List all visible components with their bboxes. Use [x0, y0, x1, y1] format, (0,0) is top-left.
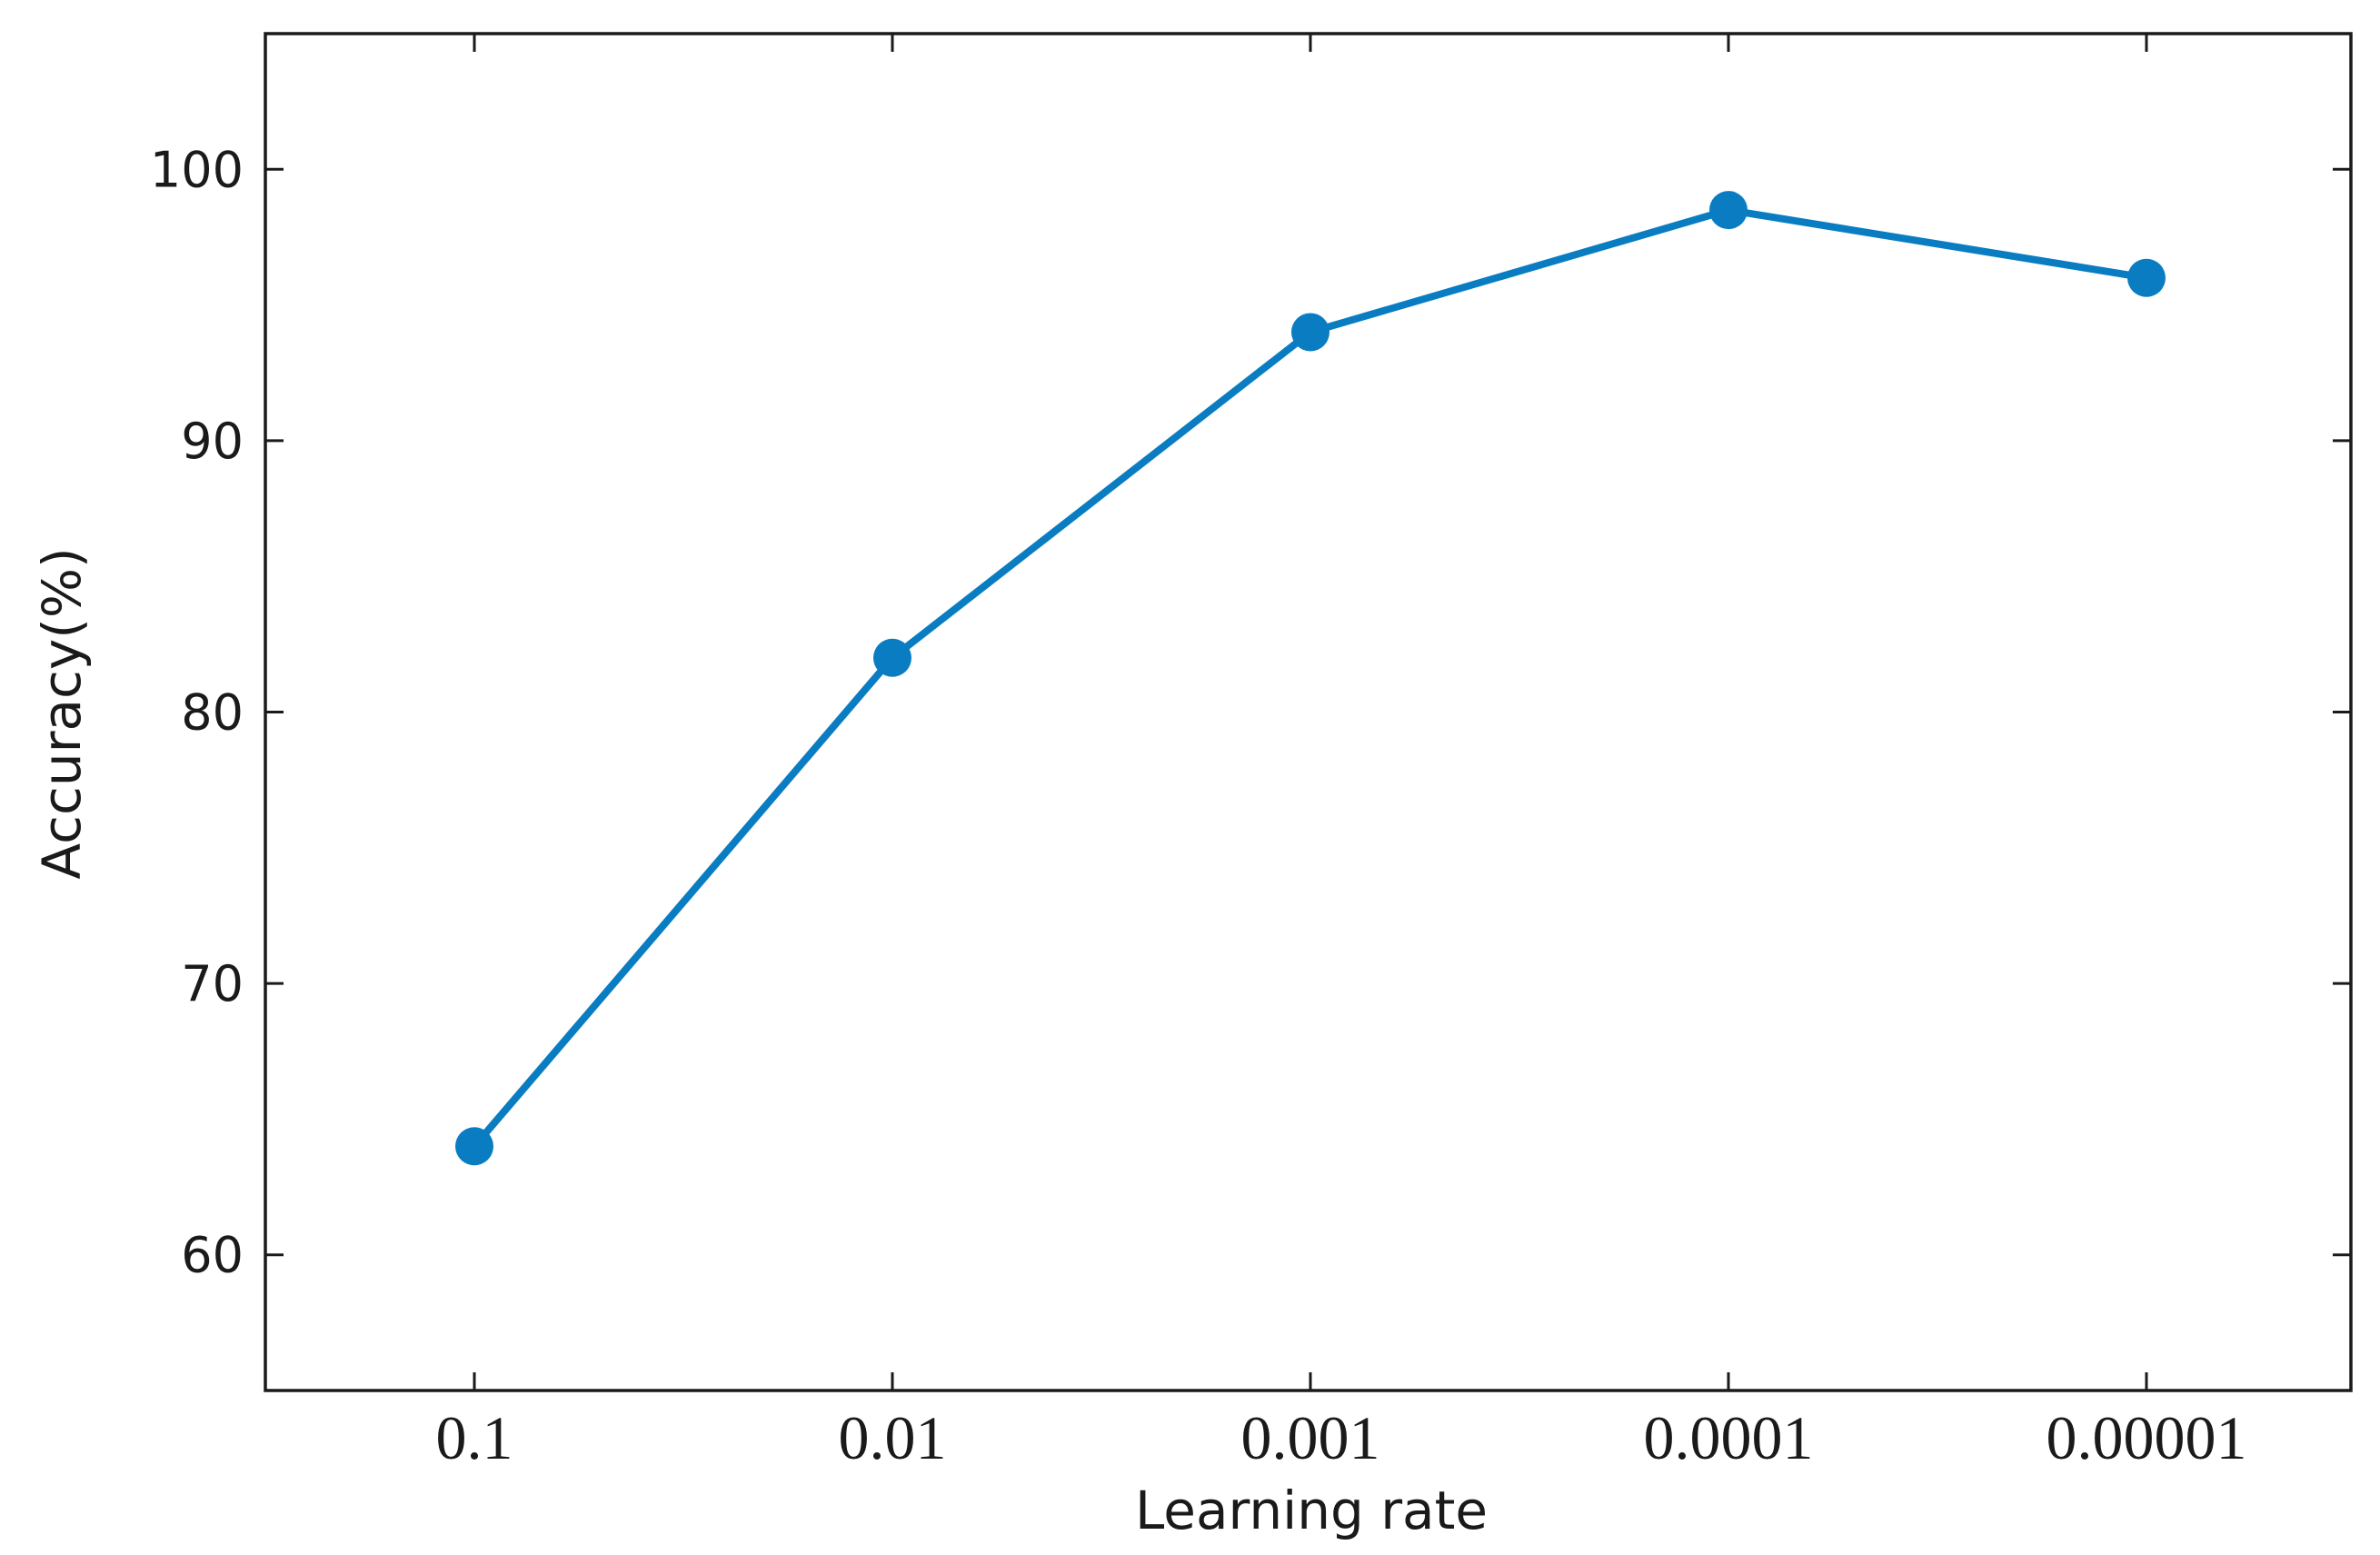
data-point: [2127, 258, 2166, 297]
y-axis-label: Accuracy(%): [31, 547, 93, 879]
x-tick-label: 0.01: [839, 1403, 947, 1472]
x-tick-labels: 0.1 0.01 0.001 0.0001 0.00001: [436, 1403, 2247, 1472]
data-point: [873, 638, 911, 677]
x-tick-label: 0.001: [1241, 1403, 1380, 1472]
data-point: [1291, 313, 1329, 352]
data-point: [1709, 191, 1748, 230]
series-layer: [455, 191, 2166, 1166]
x-tick-label: 0.00001: [2046, 1403, 2247, 1472]
y-tick-label: 60: [181, 1227, 244, 1284]
y-tick-label: 70: [181, 955, 244, 1012]
data-point: [455, 1127, 493, 1166]
plot-frame: [264, 32, 2353, 1392]
x-tick-label: 0.0001: [1644, 1403, 1814, 1472]
y-tick-label: 100: [150, 141, 244, 198]
y-tick-label: 90: [181, 413, 244, 470]
y-tick-label: 80: [181, 684, 244, 742]
x-tick-label: 0.1: [436, 1403, 513, 1472]
y-tick-labels: 60 70 80 90 100: [150, 141, 244, 1283]
ticks-layer: [265, 34, 2351, 1391]
x-axis-label: Learning rate: [1135, 1480, 1488, 1541]
